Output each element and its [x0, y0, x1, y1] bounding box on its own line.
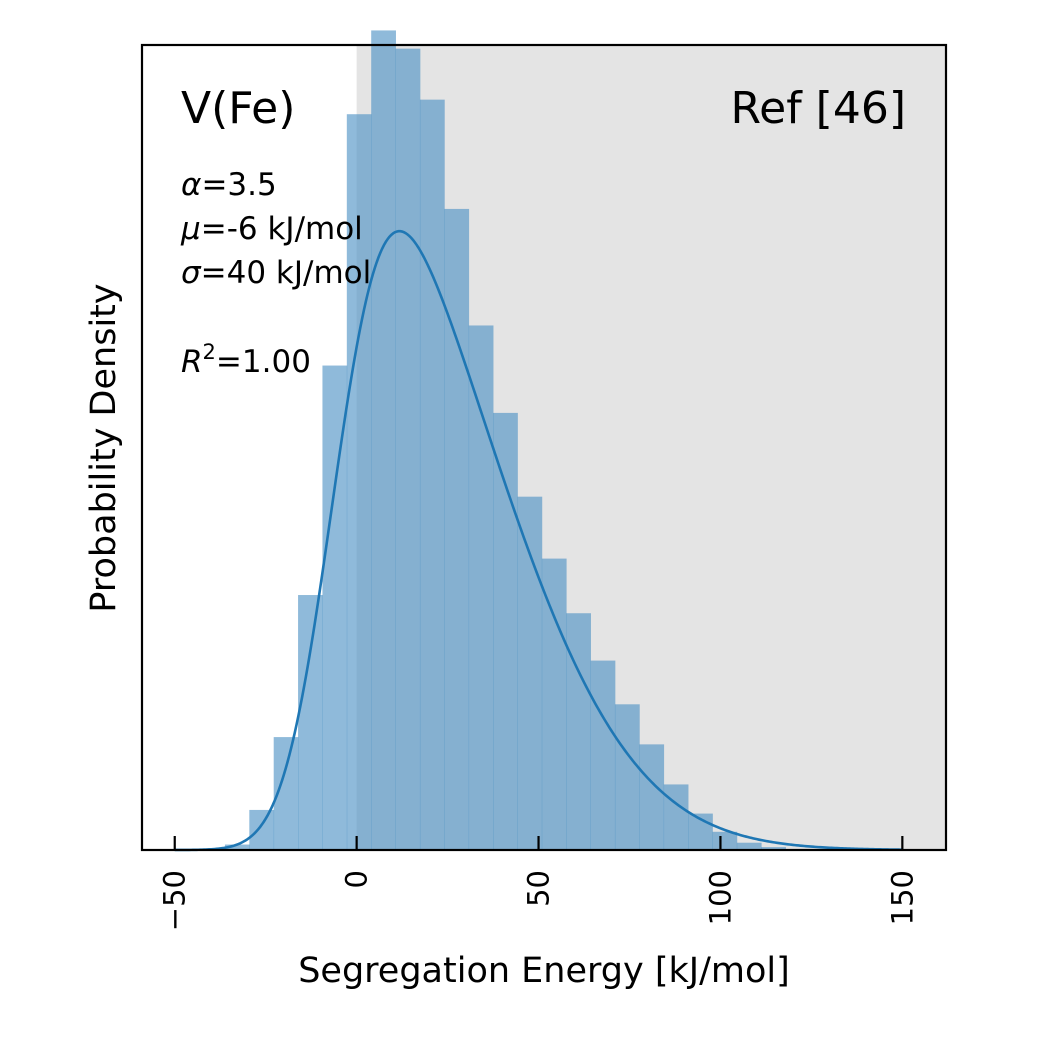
histogram-bar [541, 558, 567, 850]
x-tick-label: 100 [703, 870, 737, 925]
histogram-bar [444, 208, 470, 850]
sigma-annotation: σ=40 kJ/mol [181, 255, 371, 291]
alpha-annotation: α=3.5 [181, 167, 277, 203]
panel-title-left: V(Fe) [181, 83, 295, 134]
histogram-bar [395, 48, 421, 851]
panel-title-right: Ref [46] [731, 83, 906, 134]
histogram-bar [566, 613, 591, 850]
x-tick-label: −50 [158, 870, 192, 931]
histogram-bar [298, 595, 323, 850]
plot-frame [140, 43, 948, 852]
histogram-bar [322, 365, 348, 850]
x-axis-ticks: −50 0 50 100 150 [158, 836, 919, 931]
skew-normal-fit-curve [174, 229, 903, 852]
mu-annotation: μ=-6 kJ/mol [180, 211, 363, 247]
histogram-bar [712, 831, 738, 850]
histogram-bar [736, 842, 762, 850]
histogram-bars [224, 30, 786, 851]
r2-annotation: R2=1.00 [181, 340, 311, 380]
histogram-bar [346, 114, 372, 851]
histogram-bar [614, 704, 640, 850]
histogram-bar [761, 847, 786, 850]
histogram-bar [468, 325, 494, 851]
histogram-bar [371, 30, 396, 850]
histogram-bar [493, 412, 518, 850]
x-tick-label: 0 [340, 870, 374, 888]
histogram-bar [419, 99, 445, 851]
x-axis-label: Segregation Energy [kJ/mol] [298, 951, 790, 991]
x-tick-label: 50 [522, 870, 556, 907]
y-axis-label: Probability Density [84, 283, 124, 612]
histogram-bar [590, 660, 616, 850]
histogram-bar [249, 809, 275, 850]
histogram-bar [639, 744, 665, 850]
histogram-bar [517, 496, 543, 850]
histogram-bar [663, 784, 689, 850]
x-tick-label: 150 [885, 870, 919, 925]
histogram-bar [224, 844, 250, 850]
